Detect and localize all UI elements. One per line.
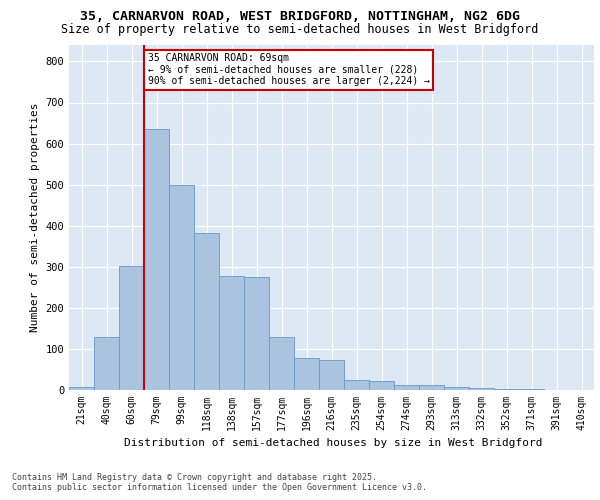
Bar [444,386,469,390]
Bar [469,388,494,390]
Bar [294,358,319,390]
Bar [244,277,269,390]
Bar [69,386,94,390]
Bar [269,336,294,390]
Bar [119,266,144,390]
Bar [219,276,244,390]
Bar [344,380,369,390]
Bar [369,381,394,390]
Text: Size of property relative to semi-detached houses in West Bridgford: Size of property relative to semi-detach… [61,22,539,36]
Text: Distribution of semi-detached houses by size in West Bridgford: Distribution of semi-detached houses by … [124,438,542,448]
Bar [419,385,444,390]
Text: Contains HM Land Registry data © Crown copyright and database right 2025.
Contai: Contains HM Land Registry data © Crown c… [12,472,427,492]
Bar [94,338,119,390]
Text: 35, CARNARVON ROAD, WEST BRIDGFORD, NOTTINGHAM, NG2 6DG: 35, CARNARVON ROAD, WEST BRIDGFORD, NOTT… [80,10,520,23]
Bar [394,385,419,390]
Bar [194,232,219,390]
Bar [519,389,544,390]
Bar [144,129,169,390]
Bar [169,184,194,390]
Text: 35 CARNARVON ROAD: 69sqm
← 9% of semi-detached houses are smaller (228)
90% of s: 35 CARNARVON ROAD: 69sqm ← 9% of semi-de… [148,53,430,86]
Bar [494,389,519,390]
Bar [319,360,344,390]
Y-axis label: Number of semi-detached properties: Number of semi-detached properties [30,103,40,332]
